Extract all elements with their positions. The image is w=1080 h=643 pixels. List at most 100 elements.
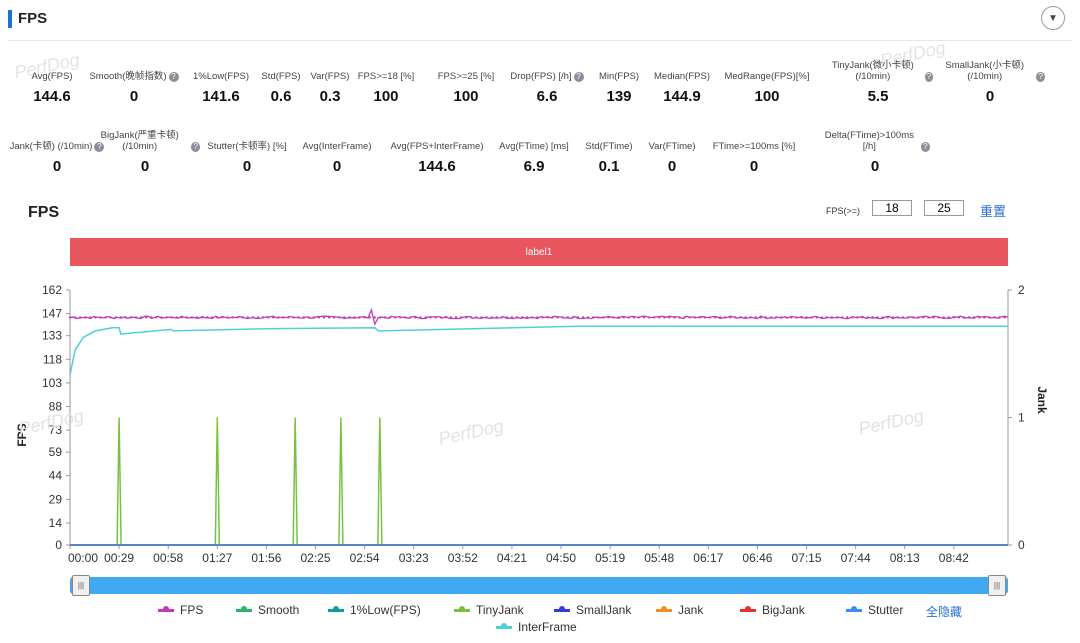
- series-fps-point: [317, 316, 321, 319]
- y2-tick-label: 2: [1018, 283, 1025, 297]
- series-fps-point: [901, 316, 905, 319]
- series-fps-point: [942, 316, 945, 319]
- label-banner[interactable]: label1: [70, 238, 1008, 266]
- series-fps-point: [835, 316, 839, 319]
- series-fps-point: [830, 316, 834, 319]
- series-fps-point: [708, 316, 712, 319]
- legend-item-stutter[interactable]: Stutter: [846, 603, 903, 617]
- series-fps-point: [947, 316, 950, 319]
- series-fps-point: [967, 316, 971, 319]
- series-fps-point: [205, 316, 209, 319]
- series-fps-point: [881, 316, 884, 319]
- help-icon[interactable]: ?: [1036, 72, 1045, 82]
- metric-value: 144.6: [33, 88, 71, 105]
- legend-swatch: [846, 606, 862, 612]
- series-fps-point: [399, 316, 402, 319]
- series-fps-point: [993, 316, 996, 319]
- fps-threshold-input-2[interactable]: [924, 200, 964, 216]
- legend-label: SmallJank: [576, 603, 632, 617]
- metric-value: 100: [754, 88, 780, 105]
- fps-threshold-input-1[interactable]: [872, 200, 912, 216]
- metric: Std(FPS) 0.6: [226, 58, 336, 105]
- series-fps-point: [114, 316, 117, 319]
- metric-label: Smooth(晚帧指数)?: [79, 58, 189, 82]
- metric: MedRange(FPS)[%] 100: [712, 58, 822, 105]
- help-icon[interactable]: ?: [191, 142, 200, 152]
- x-tick-label: 05:19: [595, 551, 625, 565]
- header-divider: [8, 40, 1072, 41]
- legend-item-tinyjank[interactable]: TinyJank: [454, 603, 524, 617]
- x-tick-label: 03:52: [448, 551, 478, 565]
- reset-button[interactable]: 重置: [980, 204, 1007, 219]
- series-fps-point: [180, 316, 183, 319]
- series-fps-point: [155, 316, 158, 319]
- series-fps-point: [200, 316, 204, 319]
- metric-label: Std(FTime): [585, 141, 633, 152]
- series-fps-point: [358, 316, 361, 319]
- series-fps-point: [576, 316, 580, 319]
- metric-label: Avg(FPS+InterFrame): [390, 141, 484, 152]
- series-fps-point: [322, 316, 326, 319]
- series-fps-point: [459, 316, 463, 319]
- series-fps-point: [150, 316, 153, 319]
- series-fps-point: [820, 316, 823, 319]
- slider-handle-right[interactable]: |||: [988, 575, 1006, 596]
- series-fps-point: [734, 316, 737, 319]
- metric-label: 1%Low(FPS): [193, 71, 249, 82]
- series-fps-point: [871, 316, 874, 319]
- series-fps-point: [495, 316, 498, 319]
- metric-label: BigJank(严重卡顿) (/10min)?: [90, 128, 200, 152]
- chart-title: FPS: [28, 204, 60, 221]
- series-fps-point: [581, 316, 585, 319]
- series-fps-point: [297, 316, 300, 319]
- series-fps-point: [719, 316, 722, 319]
- metric-label: Stutter(卡顿率) [%]: [207, 141, 287, 152]
- x-tick-label: 06:46: [742, 551, 772, 565]
- metric-label: Jank(卡顿) (/10min)?: [2, 128, 112, 152]
- hide-all-toggle[interactable]: 全隐藏: [926, 605, 963, 619]
- series-fps-point: [434, 316, 437, 319]
- chevron-down-icon[interactable]: ▼: [1041, 6, 1065, 30]
- legend-item-fps[interactable]: FPS: [158, 603, 203, 617]
- metric-label: Median(FPS): [654, 71, 710, 82]
- series-fps-point: [790, 316, 793, 319]
- series-fps-point: [917, 316, 920, 319]
- y-tick-label: 73: [49, 423, 63, 437]
- legend-item-smooth[interactable]: Smooth: [236, 603, 299, 617]
- series-fps-point: [378, 316, 381, 319]
- series-fps-point: [368, 316, 371, 319]
- legend-item-bigjank[interactable]: BigJank: [740, 603, 805, 617]
- metric: FPS>=25 [%] 100: [411, 58, 521, 105]
- series-fps-point: [261, 316, 265, 319]
- help-icon[interactable]: ?: [94, 142, 105, 152]
- time-range-slider[interactable]: [70, 577, 1008, 594]
- metric: SmallJank(小卡顿) (/10min)? 0: [935, 58, 1045, 105]
- fps-chart[interactable]: 162 147 133 118 103 88 73 59 44 29 14 0 2 1 0 00:00 00:2…: [0, 270, 1080, 575]
- series-fps-point: [332, 316, 336, 319]
- series-fps-point: [104, 316, 107, 319]
- legend-item-smalljank[interactable]: SmallJank: [554, 603, 631, 617]
- series-fps-point: [231, 316, 234, 319]
- series-fps-point: [124, 316, 128, 319]
- series-fps-point: [139, 316, 143, 319]
- slider-handle-left[interactable]: |||: [72, 575, 90, 596]
- help-icon[interactable]: ?: [920, 142, 930, 152]
- series-fps-point: [241, 316, 244, 319]
- series-fps-point: [551, 316, 554, 319]
- help-icon[interactable]: ?: [924, 72, 933, 82]
- series-fps-point: [525, 316, 529, 319]
- help-icon[interactable]: ?: [168, 72, 179, 82]
- help-icon[interactable]: ?: [573, 72, 584, 82]
- series-fps-point: [353, 316, 356, 319]
- series-fps-point: [419, 316, 422, 319]
- legend-item-jank[interactable]: Jank: [656, 603, 703, 617]
- x-tick-label: 07:44: [841, 551, 871, 565]
- y2-axis-title: Jank: [1035, 386, 1049, 414]
- legend-item-interframe[interactable]: InterFrame: [496, 620, 577, 634]
- series-fps-point: [586, 316, 590, 319]
- series-fps-point: [490, 316, 493, 319]
- series-fps-point: [404, 316, 407, 319]
- legend-item-1-low-fps[interactable]: 1%Low(FPS): [328, 603, 421, 617]
- series-fps-point: [764, 316, 768, 319]
- series-fps-point: [1003, 316, 1006, 319]
